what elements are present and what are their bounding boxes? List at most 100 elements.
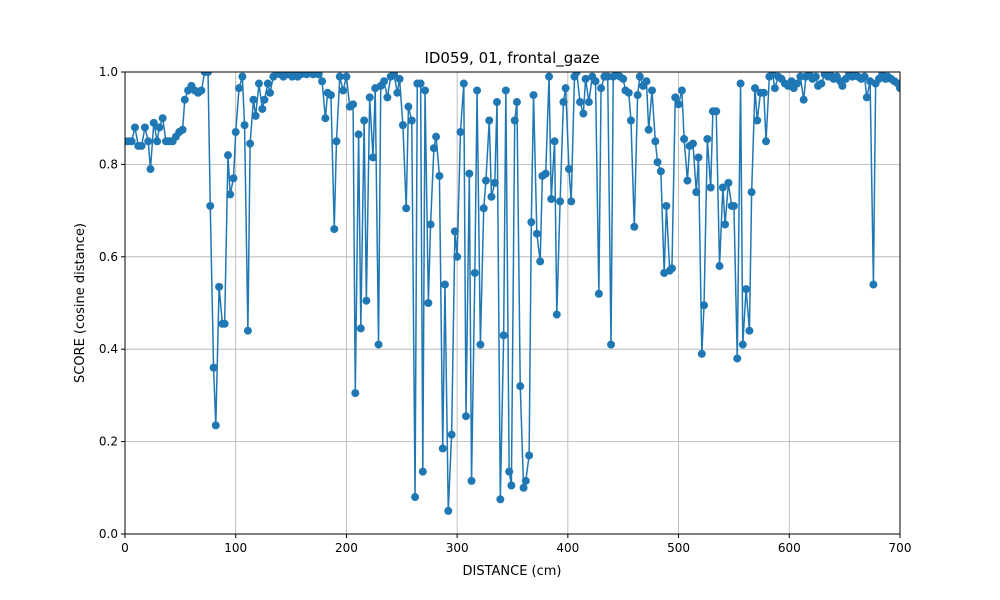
data-point [838,81,847,90]
data-point [721,220,730,229]
data-point [481,176,490,185]
data-point [697,349,706,358]
data-point [462,412,470,421]
data-point [206,201,215,210]
plot-area [125,72,900,515]
data-point [770,84,779,93]
data-point [335,72,344,81]
data-point [473,86,482,95]
data-point [360,116,369,125]
data-point [724,178,733,187]
data-point [747,188,756,197]
data-point [235,84,244,93]
data-point [421,86,430,95]
y-tick-label: 1.0 [99,65,118,79]
data-point [603,72,612,81]
data-point [644,125,653,134]
x-tick-label: 600 [778,541,801,555]
data-point [130,123,139,132]
data-point [576,98,585,107]
data-point [127,137,136,146]
data-point [263,79,272,88]
data-point [450,227,459,236]
x-tick-label: 500 [667,541,690,555]
data-point [762,137,771,146]
data-point [584,98,593,107]
data-point [411,493,420,502]
chart-title: ID059, 01, frontal_gaze [424,49,599,68]
data-point [339,86,348,95]
data-point [793,79,802,88]
data-point [671,93,680,102]
data-point [510,116,519,125]
data-point [231,128,240,137]
data-point [435,171,444,180]
data-point [453,252,462,261]
data-point [496,495,505,504]
data-point [137,141,146,150]
data-point [374,340,383,349]
data-point [220,319,229,328]
data-point [662,201,671,210]
data-point [249,95,258,104]
data-point [251,111,260,120]
data-point [591,77,600,86]
data-point [688,139,697,148]
data-point [656,167,665,176]
data-point [180,95,189,104]
data-point [153,137,162,146]
data-point [532,229,541,238]
data-point [490,178,499,187]
data-point [529,91,538,100]
data-point [505,467,514,476]
data-point [738,340,747,349]
data-point [476,340,485,349]
data-point [438,444,447,453]
x-tick-label: 700 [889,541,912,555]
data-point [536,257,545,266]
data-point [512,98,521,107]
data-point [470,268,479,277]
data-point [667,264,676,273]
data-point [330,225,339,234]
y-tick-label: 0.0 [99,527,118,541]
data-point [507,481,516,490]
data-point [736,79,745,88]
data-point [238,72,247,81]
data-point [750,84,759,93]
data-point [429,144,438,153]
data-point [144,137,153,146]
data-point [155,123,164,132]
data-point [226,190,235,199]
data-point [692,188,701,197]
data-point [223,151,232,160]
data-point [432,132,441,141]
data-point [459,79,468,88]
data-point [567,197,576,206]
data-point [447,430,456,439]
data-point [318,77,327,86]
data-point [896,84,900,93]
data-point [633,91,642,100]
data-point [426,220,435,229]
data-point [246,139,255,148]
x-tick-label: 100 [224,541,247,555]
data-point [398,121,407,130]
data-point [550,137,559,146]
data-point [759,88,768,97]
data-point [209,363,218,372]
data-point [579,109,588,118]
data-point [624,88,633,97]
data-point [440,280,449,289]
data-point [630,222,639,231]
data-point [158,114,167,123]
y-tick-label: 0.6 [99,250,118,264]
data-point [342,72,351,81]
data-point [266,88,275,97]
data-point [619,74,628,83]
data-point [597,84,606,93]
data-point [314,72,323,79]
data-point [140,123,149,132]
data-point [493,98,501,107]
data-point [354,130,363,139]
